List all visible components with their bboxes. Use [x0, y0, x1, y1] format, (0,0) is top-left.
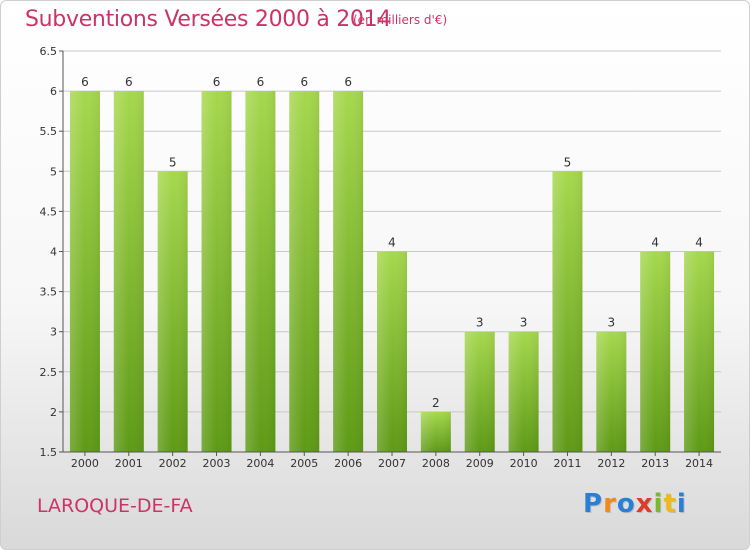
data-label: 3 [520, 316, 528, 330]
chart-title: Subventions Versées 2000 à 2014 [25, 7, 392, 32]
bar-shine [113, 91, 144, 452]
y-tick-label: 4.5 [40, 205, 58, 218]
y-tick-label: 1.5 [40, 446, 58, 459]
data-label: 2 [432, 396, 440, 410]
logo-letter: x [635, 489, 654, 519]
x-tick-label: 2014 [685, 457, 713, 470]
logo-letter: o [616, 489, 636, 519]
data-label: 3 [476, 316, 484, 330]
x-tick-label: 2005 [290, 457, 318, 470]
x-tick-label: 2004 [246, 457, 274, 470]
commune-name: LAROQUE-DE-FA [37, 495, 193, 517]
x-tick-label: 2006 [334, 457, 362, 470]
bar-shine [420, 411, 451, 452]
x-tick-label: 2000 [71, 457, 99, 470]
proxiti-logo: Proxiti [583, 489, 687, 519]
x-tick-label: 2012 [597, 457, 625, 470]
x-tick-label: 2002 [159, 457, 187, 470]
data-label: 6 [213, 75, 221, 89]
data-label: 5 [169, 155, 177, 169]
x-tick-label: 2008 [422, 457, 450, 470]
data-label: 4 [695, 236, 703, 250]
bar-shine [552, 171, 583, 453]
bar-shine [201, 91, 232, 452]
y-tick-label: 2 [50, 406, 57, 419]
y-tick-label: 3 [50, 326, 57, 339]
y-tick-label: 6.5 [40, 45, 58, 58]
data-label: 6 [300, 75, 308, 89]
data-label: 6 [257, 75, 265, 89]
bar-shine [464, 331, 495, 452]
data-label: 3 [608, 316, 616, 330]
data-label: 4 [388, 236, 396, 250]
bar-shine [245, 91, 276, 452]
data-label: 4 [651, 236, 659, 250]
y-tick-label: 2.5 [40, 366, 58, 379]
bar-shine [508, 331, 539, 452]
x-tick-label: 2001 [115, 457, 143, 470]
logo-letter: i [653, 489, 664, 519]
data-label: 6 [344, 75, 352, 89]
bar-shine [377, 251, 407, 452]
bar-shine [596, 331, 627, 452]
bar-shine [333, 91, 364, 452]
bar-shine [640, 251, 671, 452]
bar-shine [289, 91, 320, 452]
bar-shine [684, 251, 715, 452]
x-tick-label: 2009 [466, 457, 494, 470]
logo-letter: i [676, 489, 687, 519]
x-tick-label: 2013 [641, 457, 669, 470]
chart-subtitle: (en milliers d'€) [353, 13, 448, 27]
y-tick-label: 5.5 [40, 125, 58, 138]
logo-letter: t [663, 489, 677, 519]
x-tick-label: 2010 [510, 457, 538, 470]
x-tick-label: 2011 [553, 457, 581, 470]
data-label: 5 [564, 155, 572, 169]
data-label: 6 [125, 75, 133, 89]
y-tick-label: 4 [50, 246, 57, 259]
bar-shine [157, 171, 188, 453]
logo-letter: r [603, 489, 617, 519]
y-tick-label: 5 [50, 165, 57, 178]
y-tick-label: 3.5 [40, 286, 58, 299]
y-tick-label: 6 [50, 85, 57, 98]
bar-shine [69, 91, 100, 452]
logo-letter: P [583, 489, 604, 519]
data-label: 6 [81, 75, 89, 89]
x-tick-label: 2003 [203, 457, 231, 470]
x-tick-label: 2007 [378, 457, 406, 470]
